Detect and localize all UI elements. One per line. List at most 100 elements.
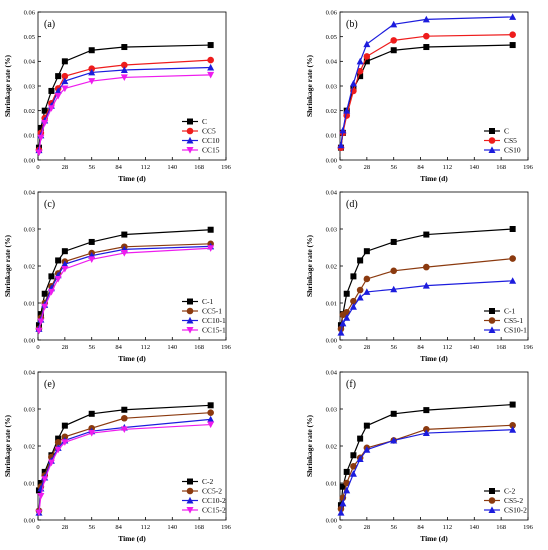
legend-label: CC10 [202,136,220,145]
y-tick-label: 0.02 [24,108,35,115]
series-2 [337,13,517,149]
y-tick-label: 0.02 [24,263,35,270]
data-point [61,422,68,429]
data-point [61,433,69,441]
x-tick-label: 84 [115,164,122,171]
y-tick-label: 0.01 [326,300,337,307]
data-point [357,435,364,442]
x-tick-label: 0 [36,524,39,531]
data-point [343,479,351,487]
data-point [61,58,68,65]
x-tick-label: 140 [167,524,177,531]
data-point [54,439,62,446]
x-tick-label: 168 [194,344,204,351]
x-tick-label: 196 [221,344,232,351]
y-tick-label: 0.04 [24,59,36,66]
x-tick-label: 28 [364,524,371,531]
x-tick-label: 112 [141,344,151,351]
legend-label: CS5-2 [504,496,523,505]
panel-label: (e) [44,379,55,390]
x-tick-label: 140 [167,164,177,171]
x-tick-label: 0 [338,164,341,171]
data-point [207,421,215,429]
legend-marker [186,487,194,495]
data-point [363,275,371,283]
legend-marker [489,308,495,314]
data-point [509,13,517,20]
data-point [207,409,214,417]
data-point [61,248,68,255]
data-point [121,406,128,413]
x-tick-label: 28 [62,164,69,171]
data-point [422,15,430,23]
legend-label: CC5-2 [202,487,222,496]
legend-marker [187,298,193,305]
data-point [509,226,516,232]
data-point [37,318,45,326]
legend-label: C [202,117,207,126]
x-tick-label: 112 [141,524,151,531]
y-tick-label: 0.01 [24,480,35,487]
y-tick-label: 0.04 [24,369,36,376]
data-point [120,250,128,257]
legend-marker [187,478,193,485]
data-point [41,290,48,297]
legend-marker [488,506,496,513]
data-point [337,329,345,336]
data-point [88,68,96,76]
legend-marker [488,497,496,504]
data-point [61,72,69,80]
x-tick-label: 84 [115,524,122,531]
data-point [390,436,398,444]
x-tick-label: 140 [469,524,479,531]
legend-marker [186,327,194,334]
chart-panel-4: 0 28 56 84 112 140 168 196 0.00 0.01 0.02 0.03 0.04 T… [3,369,232,543]
data-point [88,238,95,245]
series-1 [337,31,516,151]
panel-label: (f) [346,379,356,390]
x-tick-label: 112 [443,524,453,531]
data-point [356,455,364,462]
data-point [55,73,62,80]
data-point [363,248,370,255]
x-tick-label: 140 [167,344,177,351]
series-2 [35,242,215,332]
data-point [356,293,364,301]
data-point [350,273,357,280]
legend-marker [488,146,496,153]
legend-label: C-1 [202,297,214,306]
data-point [61,265,69,273]
x-tick-label: 56 [390,344,397,351]
series-line [340,424,513,510]
legend-marker [186,496,194,504]
x-tick-label: 168 [496,344,506,351]
data-point [120,426,128,433]
legend-marker [488,137,496,144]
legend-label: C [504,127,509,136]
y-tick-label: 0.00 [326,517,337,524]
data-point [363,422,370,429]
data-point [61,439,69,446]
data-point [350,463,357,470]
series-3 [35,421,215,517]
y-tick-label: 0.04 [326,189,338,196]
data-point [363,40,371,48]
x-tick-label: 0 [338,344,341,351]
x-tick-label: 196 [523,524,534,531]
y-tick-label: 0.03 [326,83,337,90]
series-2 [337,277,517,336]
x-tick-label: 84 [417,164,424,171]
x-tick-label: 196 [523,344,534,351]
series-0 [35,42,214,151]
data-point [35,322,42,329]
data-point [390,238,397,245]
x-tick-label: 28 [62,524,69,531]
x-tick-label: 28 [364,164,371,171]
data-point [390,267,398,275]
y-tick-label: 0.00 [24,517,35,524]
data-point [207,42,214,49]
data-point [343,290,350,297]
data-point [37,311,44,318]
series-3 [35,71,215,157]
